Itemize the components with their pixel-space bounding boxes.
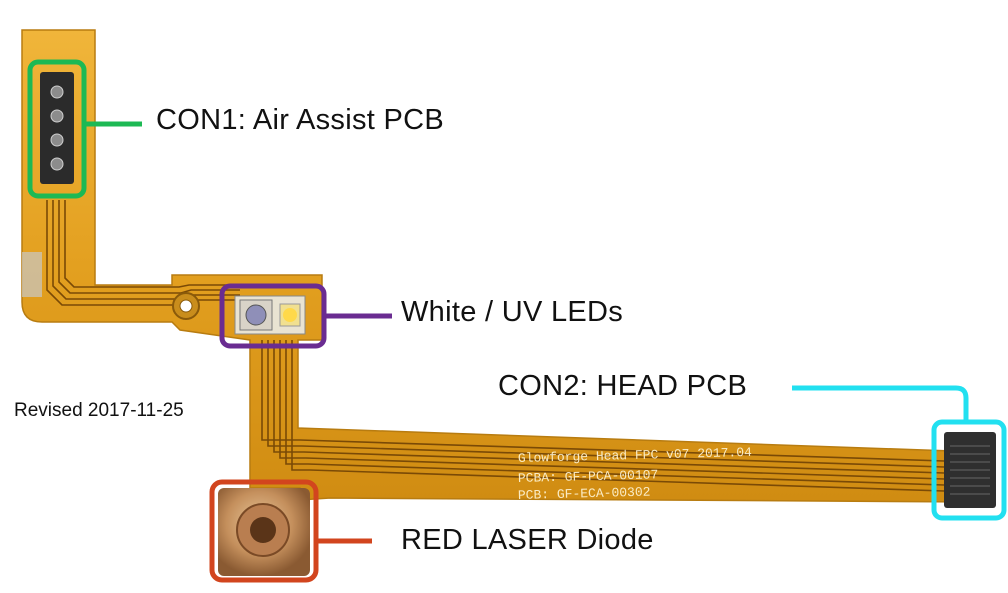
led-module: [234, 295, 306, 335]
laser-highlight-box: [209, 479, 319, 583]
mounting-hole: [172, 292, 200, 320]
pcb-silkscreen: Glowforge Head FPC v07 2017.04 PCBA: GF-…: [518, 445, 753, 503]
silkscreen-line-2: PCBA: GF-PCA-00107: [518, 467, 659, 486]
con2-label: CON2: HEAD PCB: [498, 370, 748, 402]
laser-diode: [218, 488, 310, 576]
con1-highlight-box: [27, 59, 87, 199]
flex-traces: [46, 200, 976, 493]
leds-label: White / UV LEDs: [401, 296, 624, 328]
flex-pcb-body: [21, 29, 981, 503]
silkscreen-line-3: PCB: GF-ECA-00302: [518, 485, 651, 503]
con2-highlight-box: [931, 419, 1007, 521]
laser-label: RED LASER Diode: [401, 524, 654, 556]
con1-connector: [40, 72, 74, 184]
revision-note: Revised 2017-11-25: [14, 400, 184, 421]
con2-connector: [944, 432, 996, 508]
con1-label: CON1: Air Assist PCB: [156, 104, 445, 136]
silkscreen-line-1: Glowforge Head FPC v07 2017.04: [518, 445, 753, 466]
con2-leader-line: [792, 385, 969, 422]
